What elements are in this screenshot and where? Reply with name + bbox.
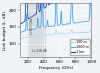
100 m (65, 33, 66, 34)
Text: f=300 GHz: f=300 GHz (30, 17, 34, 34)
1000 m (45, 27, 46, 28)
1000 m (65, 24, 66, 25)
X-axis label: Frequency (GHz): Frequency (GHz) (38, 66, 73, 69)
Line: 100 m: 100 m (20, 30, 91, 39)
1000 m (62, 24, 63, 25)
100 m (91, 31, 92, 32)
1 km (19, 24, 20, 25)
1000 m (91, 17, 92, 18)
Line: 1 km: 1 km (20, 0, 91, 24)
100 m (72, 32, 74, 33)
100 m (76, 32, 77, 33)
100 m (62, 33, 63, 34)
1000 m (76, 22, 77, 23)
1000 m (19, 32, 20, 33)
Bar (28, 4, 45, 57)
1000 m (23, 31, 24, 32)
1000 m (72, 20, 74, 21)
1 km (45, 7, 46, 8)
100 m (23, 38, 24, 39)
Y-axis label: Link budget (L, dB): Link budget (L, dB) (4, 11, 8, 50)
Legend: 100 m, 1000 m, 1 km: 100 m, 1000 m, 1 km (70, 39, 90, 55)
100 m (19, 39, 20, 40)
Line: 1000 m: 1000 m (20, 0, 91, 33)
100 m (90, 29, 91, 30)
Text: L=138 dB: L=138 dB (32, 49, 47, 53)
